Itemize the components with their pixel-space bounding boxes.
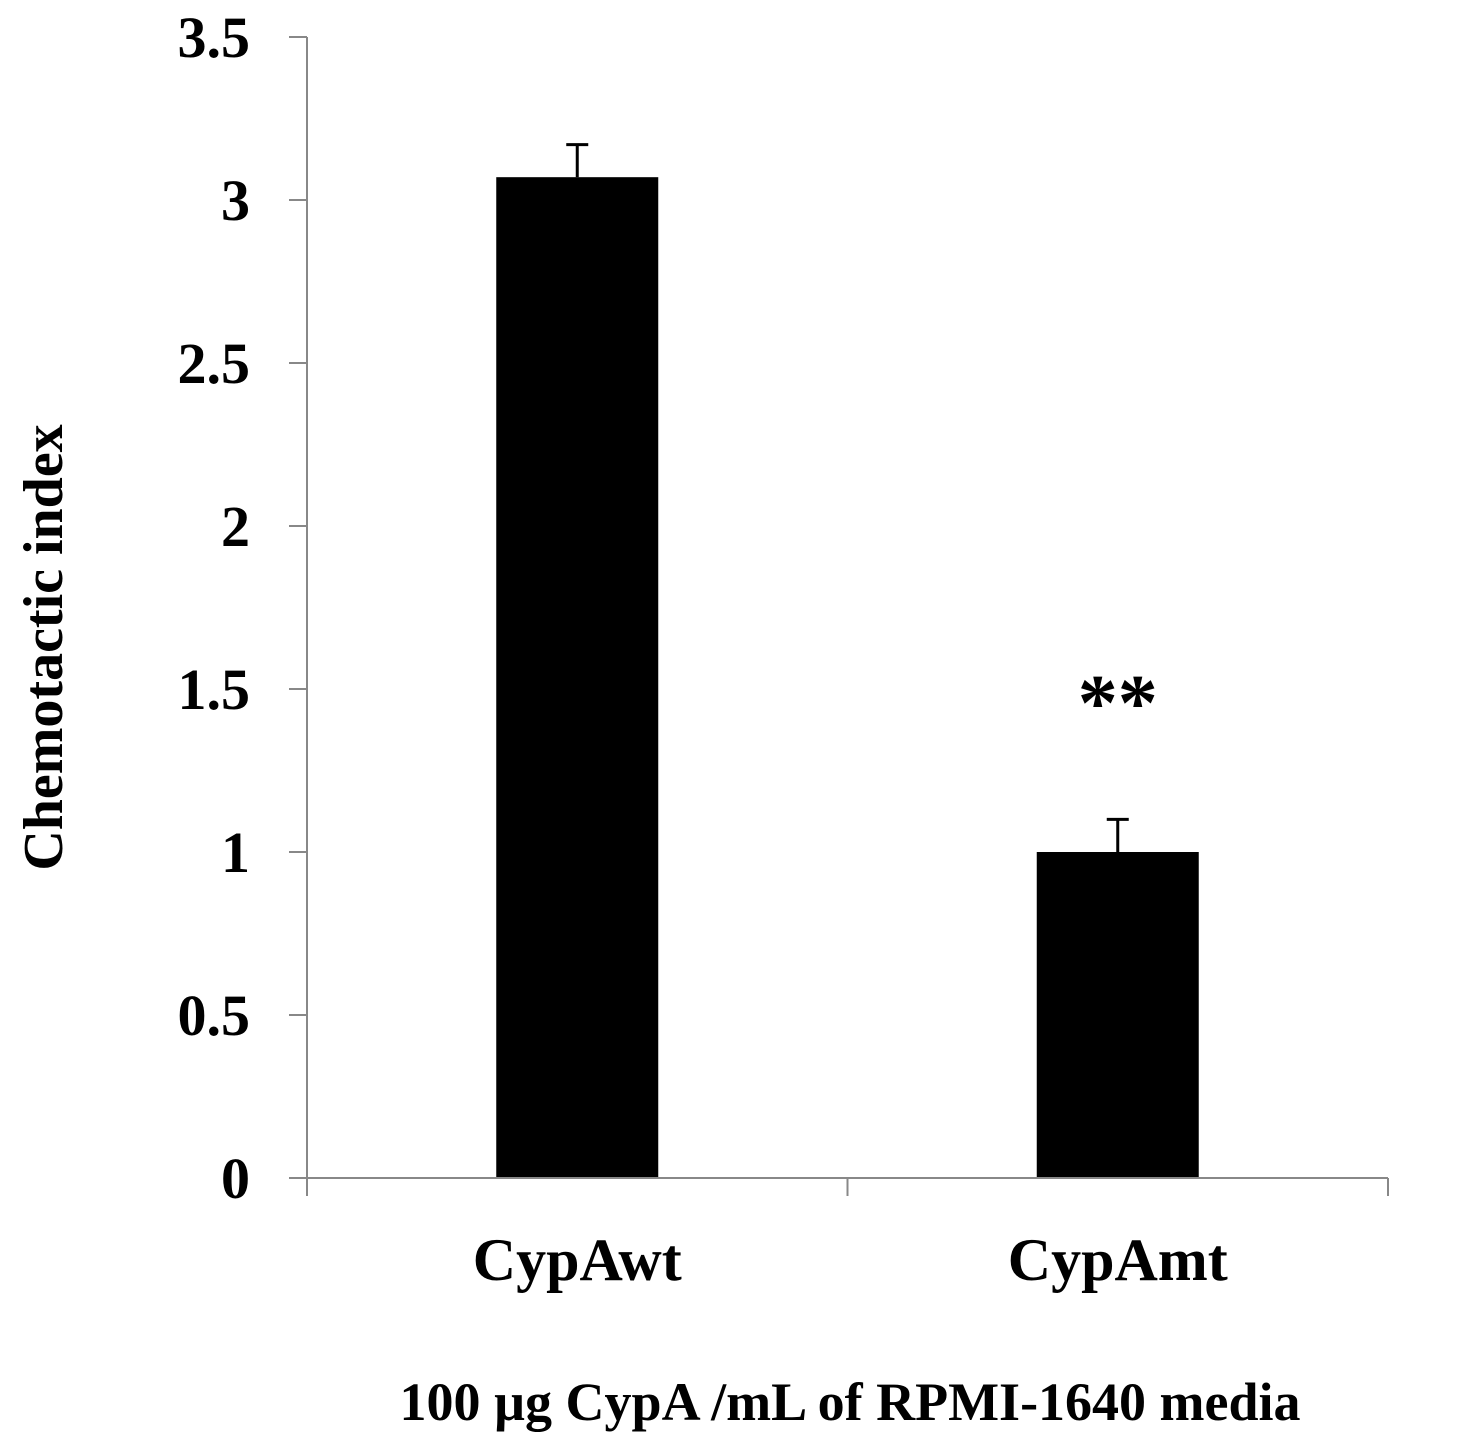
- annotations-layer: **: [1078, 660, 1158, 748]
- y-axis-title: Chemotactic index: [13, 424, 75, 870]
- y-tick-label: 1: [221, 820, 250, 885]
- bar-cypawt: [496, 177, 659, 1178]
- bar-cypamt: [1036, 852, 1199, 1178]
- y-tick-label: 0: [221, 1146, 250, 1211]
- x-ticks-layer: CypAwt CypAmt: [306, 1178, 1389, 1293]
- bars-layer: [496, 177, 1199, 1178]
- y-tick-label: 1.5: [178, 657, 251, 722]
- y-tick-label: 3.5: [178, 5, 251, 70]
- significance-annotation: **: [1078, 660, 1158, 748]
- x-tick-label: CypAwt: [473, 1227, 682, 1293]
- x-tick-label: CypAmt: [1008, 1227, 1228, 1293]
- axes-layer: [306, 37, 1388, 1179]
- y-tick-label: 2.5: [178, 331, 251, 396]
- y-ticks-layer: 0 0.5 1 1.5 2 2.5 3 3.5: [178, 5, 307, 1211]
- y-tick-label: 3: [221, 168, 250, 233]
- error-bars-layer: [566, 143, 1129, 852]
- x-axis-title: 100 µg CypA /mL of RPMI-1640 media: [399, 1372, 1300, 1432]
- y-tick-label: 2: [221, 494, 250, 559]
- y-tick-label: 0.5: [178, 983, 251, 1048]
